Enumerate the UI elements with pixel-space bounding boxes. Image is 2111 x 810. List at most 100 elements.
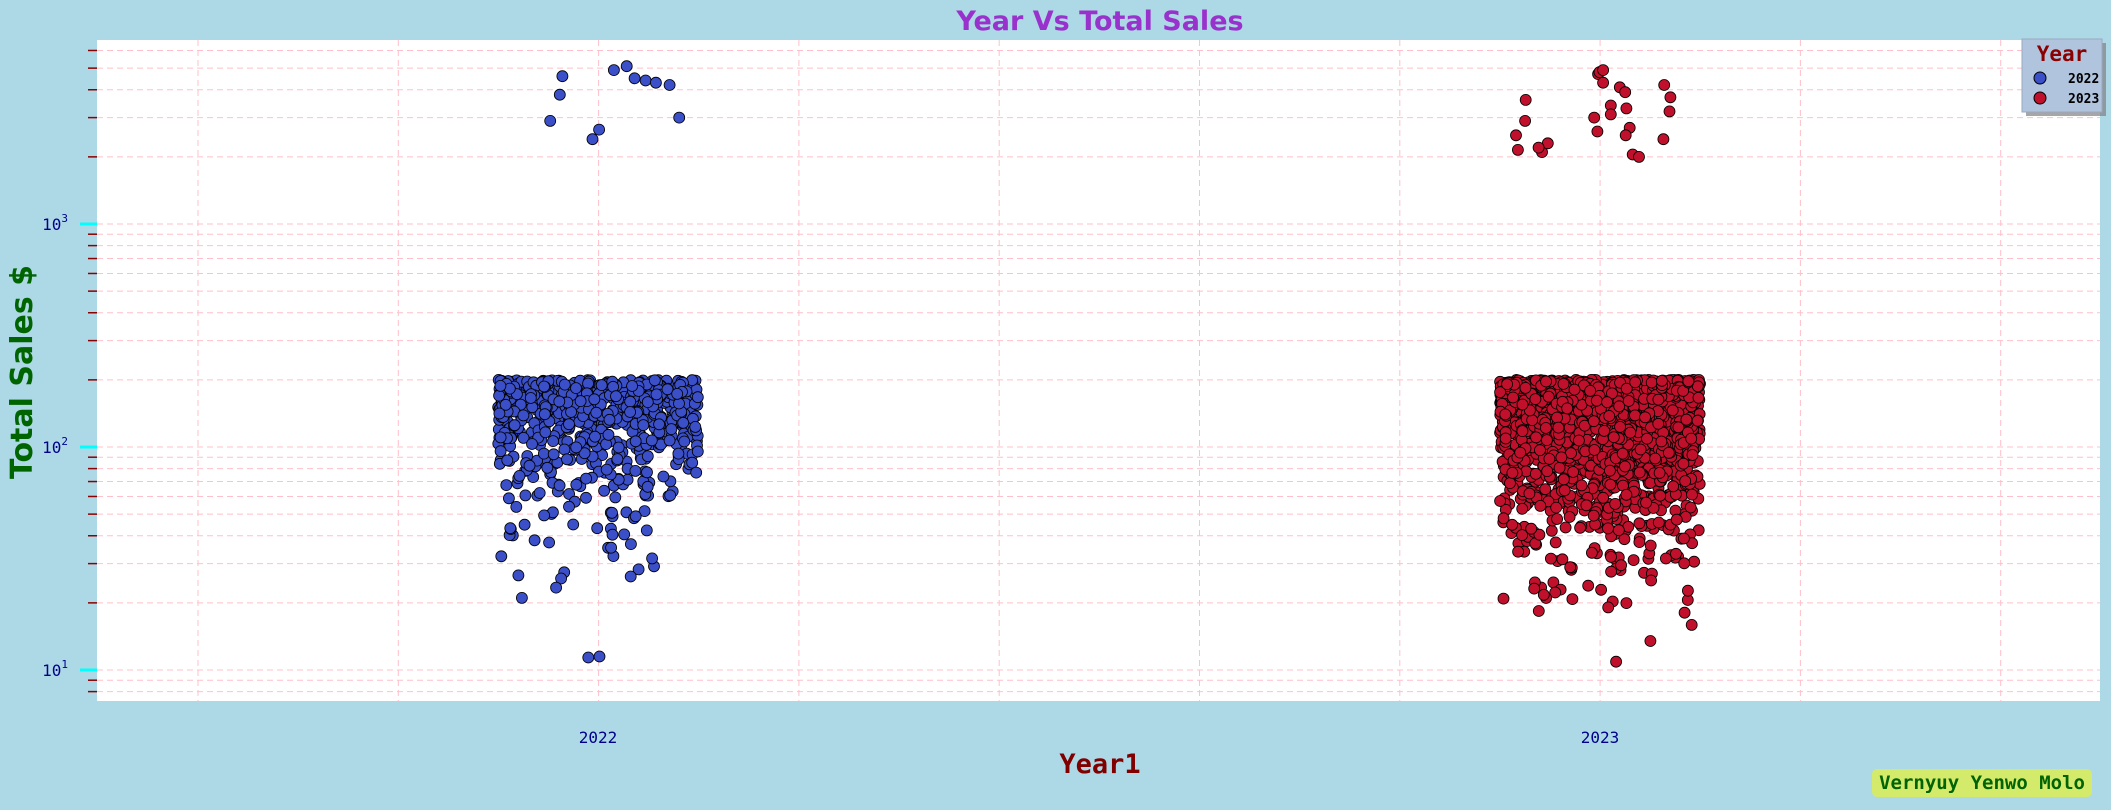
data-point [609, 491, 622, 504]
data-point [1686, 488, 1698, 501]
data-point [1602, 522, 1614, 535]
data-point [1614, 420, 1626, 433]
data-point [657, 470, 670, 483]
data-point [1526, 414, 1539, 427]
data-point [640, 524, 653, 537]
data-point [516, 592, 528, 604]
data-point [1540, 375, 1552, 388]
data-point [1529, 467, 1542, 480]
data-point [1618, 533, 1631, 546]
data-point [1550, 501, 1563, 514]
y-axis-label: Total Sales $ [5, 265, 40, 479]
author-watermark: Vernyuy Yenwo Molo [1872, 769, 2092, 797]
data-point [1657, 133, 1670, 146]
data-point [1685, 432, 1698, 445]
data-point [1568, 383, 1581, 396]
data-point [663, 434, 676, 447]
data-point [618, 528, 631, 541]
data-point [1545, 552, 1557, 565]
data-point [1620, 488, 1633, 501]
data-point [578, 447, 591, 460]
data-point [1597, 491, 1609, 504]
data-point [1555, 451, 1568, 464]
data-point [1590, 394, 1603, 407]
data-point [1640, 496, 1652, 509]
data-point [1678, 606, 1691, 619]
data-point [1691, 414, 1704, 427]
data-point [646, 552, 658, 565]
data-point [1682, 584, 1694, 597]
data-point [1582, 579, 1595, 592]
data-point [1597, 64, 1609, 76]
data-point [1619, 129, 1632, 142]
data-point [1512, 143, 1524, 156]
data-point [645, 434, 658, 447]
data-point [590, 406, 603, 419]
data-point [1633, 517, 1646, 530]
data-point [494, 379, 507, 392]
data-point [1685, 619, 1698, 631]
data-point [1633, 466, 1646, 479]
data-point [629, 510, 642, 523]
data-point [494, 431, 507, 444]
data-point [664, 489, 677, 502]
data-point [1540, 422, 1552, 434]
legend-label-2023: 2023 [2068, 92, 2099, 107]
data-point [1602, 601, 1615, 614]
data-point [1620, 597, 1633, 609]
series-2023 [1494, 64, 1706, 668]
data-point [1506, 518, 1519, 531]
data-point [502, 492, 515, 505]
data-point [547, 435, 559, 448]
data-point [1686, 449, 1699, 461]
data-point [1604, 108, 1617, 121]
data-point [526, 438, 538, 450]
data-point [1622, 395, 1635, 407]
data-point [650, 76, 662, 89]
data-point [1584, 384, 1597, 397]
data-point [1494, 495, 1506, 507]
data-point [1537, 588, 1550, 601]
data-point [628, 72, 641, 85]
data-point [558, 443, 571, 456]
data-point [1541, 434, 1553, 447]
data-point [1588, 111, 1601, 124]
data-point [665, 423, 678, 436]
data-point [624, 395, 637, 408]
data-point [539, 426, 552, 439]
data-point [1591, 125, 1604, 138]
data-point [1516, 502, 1529, 515]
data-point [1514, 446, 1527, 459]
data-point [1672, 421, 1685, 434]
data-point [1507, 391, 1519, 404]
data-point [1575, 479, 1588, 492]
data-point [582, 651, 595, 664]
data-point [1573, 434, 1585, 447]
data-point [561, 453, 573, 466]
data-point [556, 70, 569, 83]
data-point [620, 60, 633, 73]
data-point [1634, 443, 1647, 456]
data-point [1563, 511, 1576, 523]
data-point [1677, 457, 1690, 470]
data-point [1603, 410, 1616, 422]
data-point [1645, 376, 1658, 389]
data-point [1679, 475, 1692, 488]
legend: Year 2022 2023 [2021, 38, 2106, 116]
data-point [1653, 466, 1666, 479]
data-point [1504, 477, 1516, 490]
data-point [1559, 521, 1572, 534]
data-point [1497, 512, 1510, 525]
data-point [517, 409, 530, 422]
data-point [1574, 521, 1586, 534]
data-point [1497, 592, 1510, 605]
data-point [1604, 464, 1616, 477]
data-point [595, 379, 608, 392]
data-point [1516, 425, 1529, 438]
data-point [553, 395, 566, 408]
data-point [1682, 375, 1695, 388]
chart-title: Year Vs Total Sales [955, 6, 1243, 37]
data-point [638, 505, 651, 518]
data-point [1510, 129, 1522, 142]
